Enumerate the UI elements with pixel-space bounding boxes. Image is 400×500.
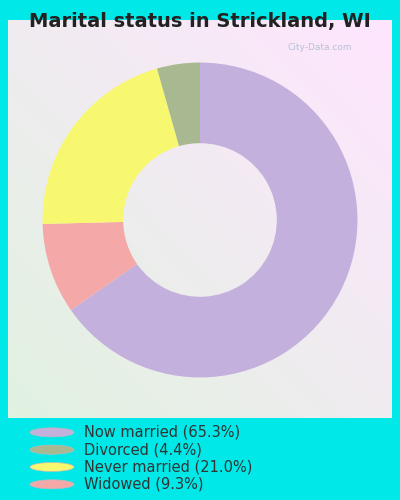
Text: City-Data.com: City-Data.com bbox=[288, 42, 352, 51]
Wedge shape bbox=[157, 62, 200, 146]
Text: Never married (21.0%): Never married (21.0%) bbox=[84, 460, 252, 474]
Wedge shape bbox=[42, 68, 179, 224]
Text: Marital status in Strickland, WI: Marital status in Strickland, WI bbox=[29, 12, 371, 32]
Circle shape bbox=[30, 462, 74, 471]
Text: Divorced (4.4%): Divorced (4.4%) bbox=[84, 442, 202, 457]
Circle shape bbox=[30, 445, 74, 454]
Wedge shape bbox=[71, 62, 358, 378]
Wedge shape bbox=[43, 222, 137, 310]
Text: Widowed (9.3%): Widowed (9.3%) bbox=[84, 477, 204, 492]
Text: Now married (65.3%): Now married (65.3%) bbox=[84, 425, 240, 440]
Circle shape bbox=[30, 428, 74, 437]
Circle shape bbox=[30, 480, 74, 489]
